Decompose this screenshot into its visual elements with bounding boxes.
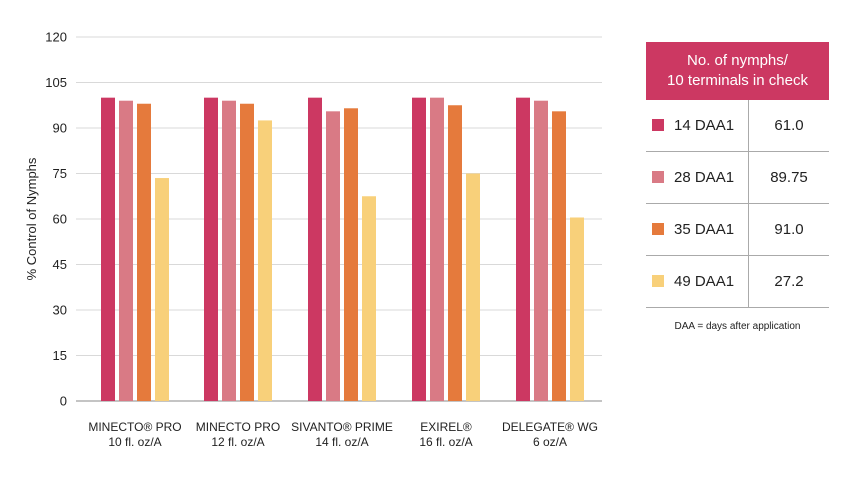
bar <box>466 173 480 401</box>
bar <box>430 97 444 402</box>
bar <box>516 97 530 402</box>
legend-swatch <box>652 171 664 183</box>
y-tick-label: 0 <box>60 394 67 409</box>
bar <box>155 178 169 401</box>
y-axis-label: % Control of Nymphs <box>24 157 39 280</box>
bar <box>412 97 426 402</box>
legend-series-label: 14 DAA1 <box>674 117 735 134</box>
legend-series-label: 49 DAA1 <box>674 273 735 290</box>
legend-series-cell: 35 DAA1 <box>646 203 749 256</box>
legend-row: 49 DAA1 27.2 <box>646 255 829 308</box>
bar <box>326 111 340 402</box>
bar <box>308 97 322 402</box>
footnote: DAA = days after application <box>674 321 801 332</box>
legend-series-cell: 49 DAA1 <box>646 255 749 308</box>
legend-series-label: 35 DAA1 <box>674 221 735 238</box>
y-tick-label: 105 <box>45 75 67 90</box>
legend-header: No. of nymphs/ 10 terminals in check <box>646 42 829 100</box>
legend-row: 35 DAA1 91.0 <box>646 203 829 256</box>
legend-swatch <box>652 119 664 131</box>
y-tick-label: 120 <box>45 30 67 45</box>
bar <box>222 100 236 401</box>
x-tick-sublabel: 16 fl. oz/A <box>419 435 472 449</box>
x-tick-sublabel: 6 oz/A <box>533 435 567 449</box>
y-tick-label: 45 <box>53 257 67 272</box>
x-tick-sublabel: 10 fl. oz/A <box>108 435 161 449</box>
y-tick-label: 60 <box>53 212 67 227</box>
legend-header-line2: 10 terminals in check <box>667 72 808 89</box>
legend-series-label: 28 DAA1 <box>674 169 735 186</box>
bar <box>534 100 548 401</box>
x-tick-label: EXIREL® <box>420 420 472 434</box>
x-tick-label: DELEGATE® WG <box>502 420 598 434</box>
legend-series-cell: 14 DAA1 <box>646 100 749 152</box>
x-tick-label: SIVANTO® PRIME <box>291 420 393 434</box>
y-tick-label: 75 <box>53 166 67 181</box>
bar <box>552 111 566 402</box>
bar <box>258 120 272 402</box>
bar <box>204 97 218 402</box>
bar <box>344 108 358 402</box>
bar <box>119 100 133 401</box>
legend-header-line1: No. of nymphs/ <box>687 52 788 69</box>
bar <box>101 97 115 402</box>
legend-row: 28 DAA1 89.75 <box>646 151 829 204</box>
bar <box>137 103 151 401</box>
legend-value: 61.0 <box>748 100 829 152</box>
bar <box>240 103 254 401</box>
x-tick-label: MINECTO® PRO <box>88 420 181 434</box>
x-tick-sublabel: 12 fl. oz/A <box>211 435 264 449</box>
legend-value: 91.0 <box>748 203 829 256</box>
legend-row: 14 DAA1 61.0 <box>646 100 829 152</box>
bars <box>101 97 584 402</box>
y-tick-label: 30 <box>53 303 67 318</box>
bar <box>448 105 462 401</box>
x-tick-label: MINECTO PRO <box>196 420 280 434</box>
legend-series-cell: 28 DAA1 <box>646 151 749 204</box>
legend-swatch <box>652 223 664 235</box>
y-axis-ticks: 0 15 30 45 60 75 90 105 120 <box>45 30 67 409</box>
legend-table: No. of nymphs/ 10 terminals in check 14 … <box>646 42 829 308</box>
bar <box>362 196 376 401</box>
legend-swatch <box>652 275 664 287</box>
legend-value: 27.2 <box>748 255 829 308</box>
legend-value: 89.75 <box>748 151 829 204</box>
bar <box>570 217 584 401</box>
y-tick-label: 15 <box>53 348 67 363</box>
x-tick-sublabel: 14 fl. oz/A <box>315 435 368 449</box>
y-tick-label: 90 <box>53 121 67 136</box>
